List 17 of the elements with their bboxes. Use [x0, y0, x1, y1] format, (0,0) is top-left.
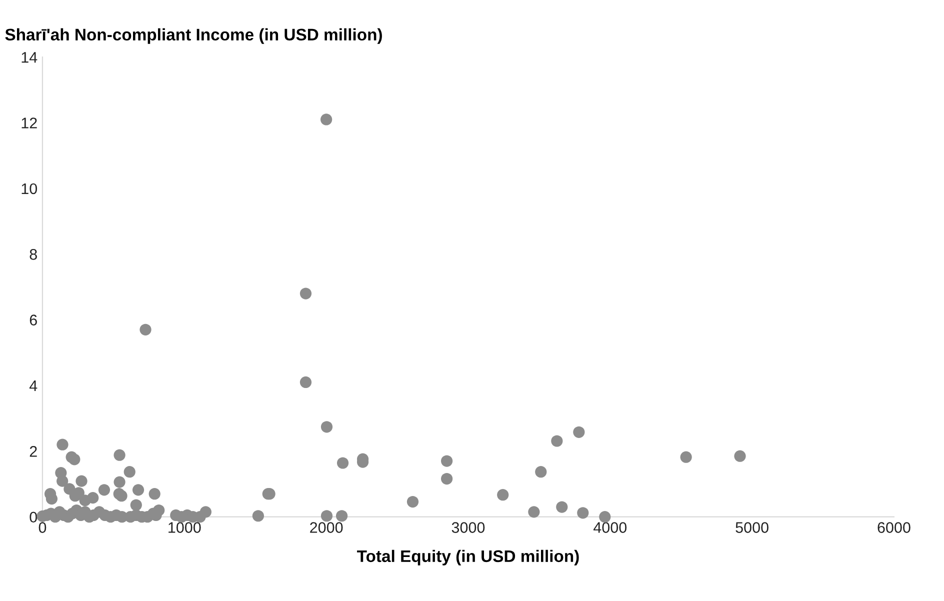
x-tick-label: 1000: [168, 522, 201, 533]
x-tick-label: 3000: [452, 522, 485, 533]
y-tick-label: 6: [30, 314, 37, 326]
y-tick-label: 8: [30, 249, 37, 260]
y-tick-label: 0: [30, 512, 38, 523]
x-tick-label: 2000: [310, 522, 343, 533]
x-tick-label: 0: [38, 522, 46, 533]
y-tick-label: 2: [30, 446, 37, 457]
y-tick-label: 14: [22, 52, 38, 63]
x-tick-label: 6000: [878, 522, 910, 533]
y-tick-label: 12: [22, 118, 37, 128]
y-tick-label: 4: [29, 380, 38, 392]
x-tick-label: 5000: [736, 522, 768, 533]
y-axis-title: Sharīʹah Non-compliant Income (in USD million): [5, 28, 382, 44]
x-tick-label: 4000: [594, 522, 627, 533]
x-axis-title: Total Equity (in USD million): [357, 550, 579, 566]
y-tick-label: 10: [22, 183, 38, 194]
